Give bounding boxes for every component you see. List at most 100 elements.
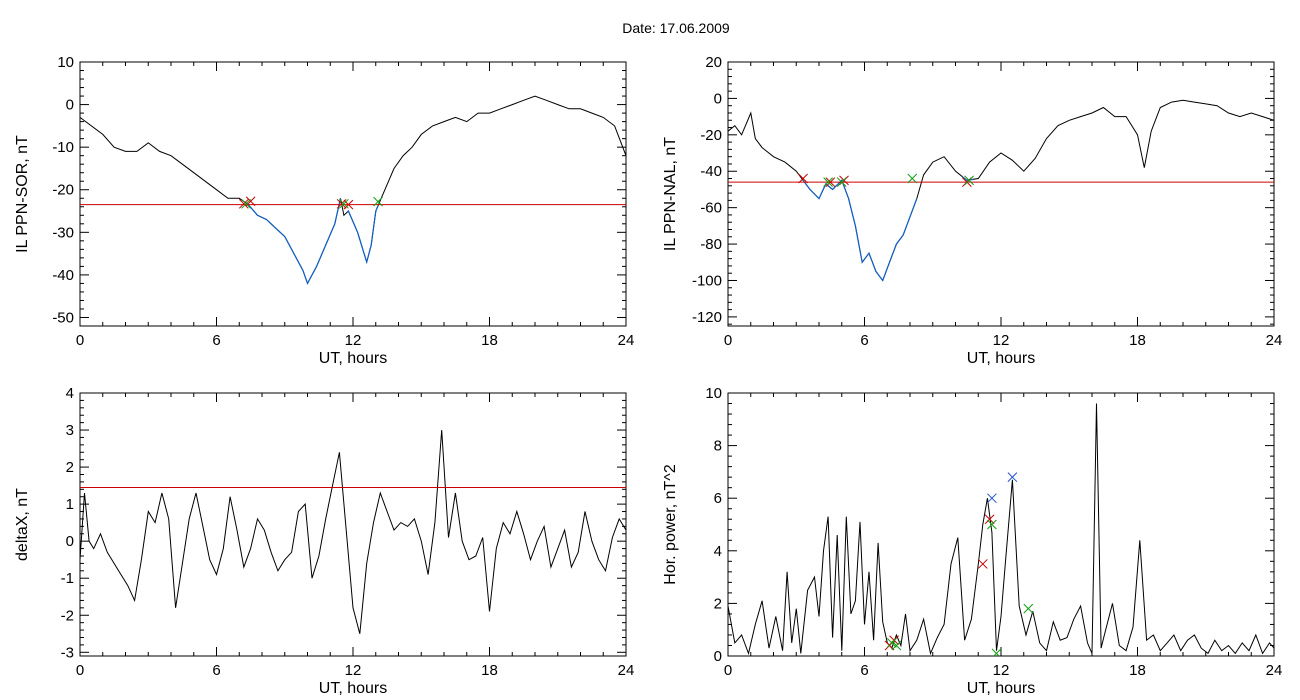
highlight-segment <box>247 198 342 285</box>
x-tick-label: 24 <box>1266 662 1283 679</box>
cross-marker-red <box>238 198 249 209</box>
y-axis-label: Hor. power, nT^2 <box>662 464 679 585</box>
x-tick-label: 6 <box>212 332 220 349</box>
marker-stroke <box>1023 603 1034 614</box>
x-tick-label: 6 <box>860 662 868 679</box>
y-tick-label: -50 <box>52 309 74 326</box>
series-line <box>80 429 626 634</box>
x-tick-label: 6 <box>860 332 868 349</box>
marker-stroke <box>798 173 808 184</box>
y-tick-label: 0 <box>714 648 722 665</box>
y-tick-label: 20 <box>705 54 722 71</box>
marker-stroke <box>891 640 902 651</box>
x-tick-label: 18 <box>481 662 498 679</box>
cross-marker-green <box>339 198 349 209</box>
y-tick-label: 8 <box>714 438 722 455</box>
marker-stroke <box>238 198 249 209</box>
y-tick-label: 1 <box>66 496 74 513</box>
cross-marker-green <box>991 648 1002 656</box>
series-line <box>728 99 1274 282</box>
marker-stroke <box>245 196 256 207</box>
y-tick-label: -60 <box>700 200 722 217</box>
y-tick-label: 0 <box>66 533 74 550</box>
cross-marker-green <box>987 519 997 530</box>
x-tick-label: 24 <box>618 332 635 349</box>
cross-marker-red <box>245 196 256 207</box>
highlight-segment <box>346 205 379 265</box>
series-line <box>80 95 626 285</box>
y-tick-label: -20 <box>52 182 74 199</box>
cross-marker-green <box>1023 603 1034 614</box>
x-tick-label: 18 <box>1129 332 1146 349</box>
cross-marker-green <box>886 637 897 648</box>
x-tick-label: 12 <box>993 662 1010 679</box>
y-tick-label: -1 <box>61 570 74 587</box>
x-axis-label: UT, hours <box>967 350 1035 367</box>
y-tick-label: 2 <box>66 459 74 476</box>
plot-data <box>80 95 626 285</box>
y-tick-label: -40 <box>52 267 74 284</box>
x-tick-label: 18 <box>1129 662 1146 679</box>
x-tick-label: 18 <box>481 332 498 349</box>
cross-marker-blue <box>987 493 997 504</box>
plot-data <box>80 429 626 634</box>
cross-marker-green <box>907 173 918 184</box>
highlight-segment <box>852 198 918 282</box>
panel-ppn-sor: 0 6 12 18 24 -50 -40 -30 -20 -10 0 10 UT, hours IL PP… <box>14 54 634 367</box>
y-tick-label: 0 <box>714 90 722 107</box>
x-tick-label: 6 <box>212 662 220 679</box>
marker-stroke <box>241 198 251 209</box>
marker-stroke <box>977 559 988 569</box>
marker-stroke <box>823 177 833 188</box>
y-tick-label: -80 <box>700 236 722 253</box>
y-tick-label: -100 <box>692 272 722 289</box>
marker-stroke <box>825 177 836 188</box>
y-tick-label: 2 <box>714 595 722 612</box>
x-tick-label: 12 <box>345 332 362 349</box>
plot-data <box>728 403 1274 656</box>
y-tick-label: -30 <box>52 224 74 241</box>
series-line <box>728 403 1274 656</box>
cross-marker-green <box>823 177 833 188</box>
marker-stroke <box>993 648 1002 656</box>
y-tick-label: -120 <box>692 309 722 326</box>
y-tick-label: 3 <box>66 422 74 439</box>
cross-marker-green <box>241 198 251 209</box>
y-tick-label: -2 <box>61 607 74 624</box>
marker-stroke <box>836 177 847 188</box>
marker-stroke <box>339 198 349 209</box>
plot-frame <box>79 392 627 657</box>
x-tick-label: 0 <box>724 662 732 679</box>
cross-marker-red <box>825 177 836 188</box>
x-tick-label: 24 <box>1266 332 1283 349</box>
marker-stroke <box>343 199 354 210</box>
marker-stroke <box>907 173 918 184</box>
y-tick-label: 4 <box>714 543 722 560</box>
cross-marker-red <box>977 559 988 569</box>
x-axis-label: UT, hours <box>319 680 387 697</box>
y-tick-label: -3 <box>61 644 74 661</box>
plot-data <box>728 99 1274 282</box>
x-tick-label: 0 <box>76 332 84 349</box>
x-tick-label: 0 <box>724 332 732 349</box>
cross-marker-blue <box>1007 472 1018 483</box>
marker-stroke <box>964 175 975 186</box>
y-tick-label: 4 <box>66 385 74 402</box>
y-axis-label: IL PPN-SOR, nT <box>14 135 31 253</box>
panel-ppn-nal: 0 6 12 18 24 -120 -100 -80 -60 -40 -20 0 20 UT, hours… <box>662 54 1282 367</box>
highlight-segment <box>802 179 854 217</box>
x-tick-label: 12 <box>993 332 1010 349</box>
marker-stroke <box>984 514 995 525</box>
plot-frame <box>79 61 627 327</box>
y-tick-label: 6 <box>714 490 722 507</box>
marker-stroke <box>987 519 997 530</box>
y-tick-label: -20 <box>700 127 722 144</box>
x-axis-label: UT, hours <box>967 680 1035 697</box>
y-tick-label: -10 <box>52 139 74 156</box>
figure-title: Date: 17.06.2009 <box>622 20 730 36</box>
cross-marker-green <box>373 196 383 207</box>
cross-marker-red <box>984 514 995 525</box>
